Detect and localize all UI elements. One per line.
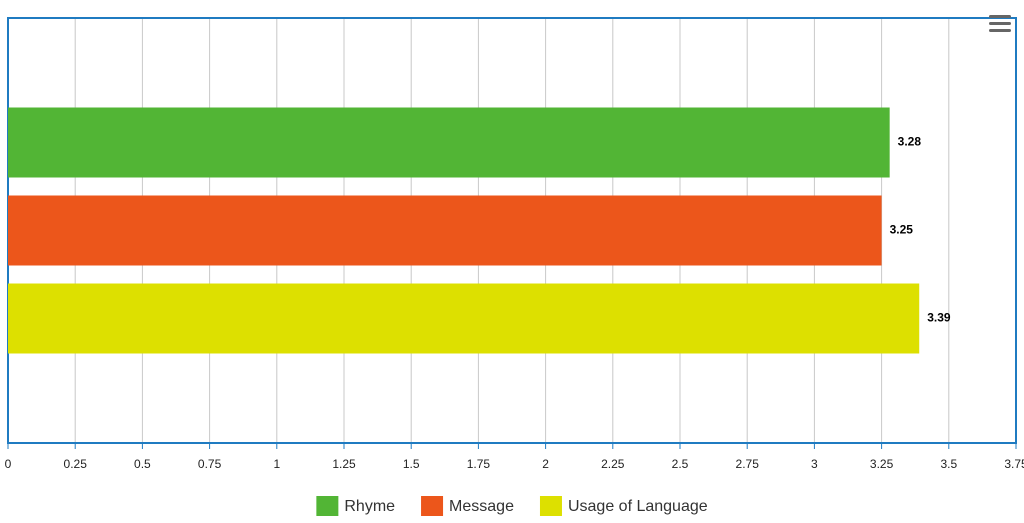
data-label: 3.39 <box>927 311 951 325</box>
legend-label: Message <box>449 498 514 515</box>
bar <box>8 195 882 266</box>
x-tick-label: 1.25 <box>332 457 356 471</box>
x-tick-label: 2 <box>542 457 549 471</box>
x-tick-label: 3.25 <box>870 457 894 471</box>
x-tick-label: 0.25 <box>64 457 88 471</box>
legend-swatch <box>316 496 339 516</box>
menu-icon[interactable] <box>989 15 1011 32</box>
plot: 0 0.25 0.5 0.75 1 1.25 1.5 1.75 2 2.25 2.5 2.75 3 3.2… <box>5 17 1024 471</box>
x-tick-label: 3 <box>811 457 818 471</box>
data-label: 3.25 <box>890 223 914 237</box>
x-tick-label: 2.25 <box>601 457 625 471</box>
legend: Rhyme Message Usage of Language <box>316 496 708 516</box>
legend-swatch <box>539 496 562 516</box>
data-label: 3.28 <box>898 135 922 149</box>
x-tick-label: 0.75 <box>198 457 222 471</box>
x-tick-label: 3.75 <box>1004 457 1024 471</box>
x-tick-label: 1.75 <box>467 457 491 471</box>
x-tick-label: 0.5 <box>134 457 151 471</box>
x-tick-label: 2.75 <box>736 457 760 471</box>
x-tick-label: 0 <box>5 457 12 471</box>
legend-label: Usage of Language <box>568 498 708 515</box>
legend-swatch <box>421 496 444 516</box>
x-tick-label: 2.5 <box>672 457 689 471</box>
bar <box>8 107 890 178</box>
x-tick-label: 1 <box>273 457 280 471</box>
x-tick-label: 3.5 <box>940 457 957 471</box>
bar <box>8 283 920 354</box>
x-tick-label: 1.5 <box>403 457 420 471</box>
legend-label: Rhyme <box>344 498 395 515</box>
